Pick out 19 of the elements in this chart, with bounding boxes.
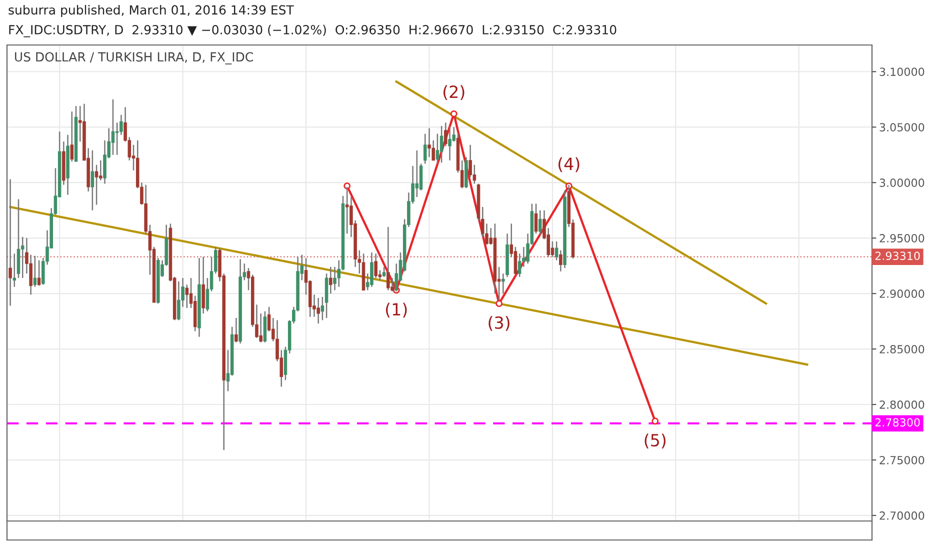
y-tick-label: 2.95000 xyxy=(880,234,924,242)
y-tick-label: 2.70000 xyxy=(880,511,924,520)
y-tick-label: 2.85000 xyxy=(880,344,924,354)
y-tick-label: 3.05000 xyxy=(880,123,924,132)
text: FX_IDC:USDTRY, D 2.93310 ▼ −0.03030 (−1.02%) O:2.96350 H:2.96670 L:2.93150 C:2.93310 xyxy=(9,24,616,38)
annotation: (3) xyxy=(488,316,510,331)
annotation: (2) xyxy=(444,85,464,100)
y-tick-label: 3.10000 xyxy=(880,68,924,76)
text: US DOLLAR / TURKISH LIRA, D, FX_IDC xyxy=(15,52,253,64)
annotation: (1) xyxy=(386,302,407,318)
ref-line-label: 2.93310 xyxy=(875,252,920,260)
y-tick-label: 3.00000 xyxy=(880,178,924,187)
y-tick-label: 2.90000 xyxy=(880,290,924,298)
y-tick-label: 2.75000 xyxy=(880,456,924,464)
ref-line-label: 2.78300 xyxy=(875,418,920,427)
annotation: (5) xyxy=(644,434,666,448)
annotation: (4) xyxy=(558,157,580,172)
y-tick-label: 2.80000 xyxy=(880,400,924,409)
text: suburra published, March 01, 2016 14:39 EST xyxy=(8,4,294,18)
